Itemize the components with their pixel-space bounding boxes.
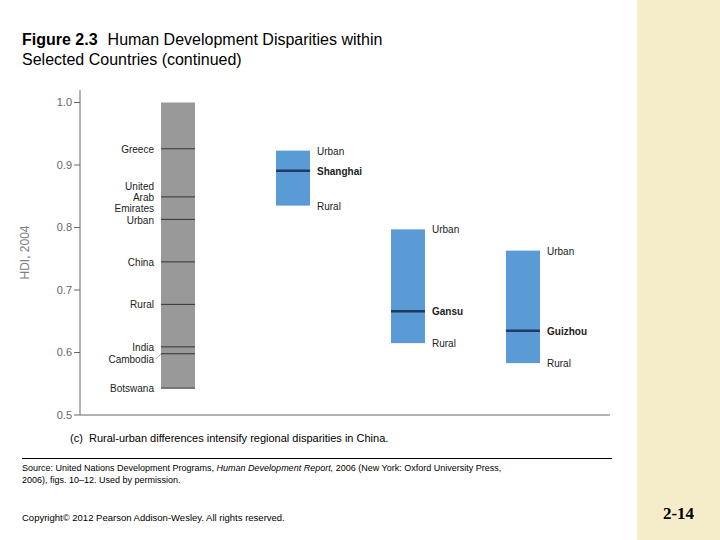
svg-text:Gansu: Gansu: [432, 306, 463, 317]
html-text:Source: United Nations Develop: Source: United Nations Development Progr…: [22, 463, 502, 473]
svg-text:0.8: 0.8: [57, 221, 72, 233]
svg-text:Rural: Rural: [317, 200, 341, 211]
svg-text:0.9: 0.9: [57, 159, 72, 171]
svg-text:Urban: Urban: [317, 145, 344, 156]
svg-text:0.7: 0.7: [57, 284, 72, 296]
svg-text:0.5: 0.5: [57, 409, 72, 421]
svg-text:Urban: Urban: [547, 245, 574, 256]
svg-text:India: India: [132, 341, 154, 352]
svg-text:Rural: Rural: [432, 338, 456, 349]
svg-text:China: China: [128, 256, 155, 267]
html-text:(c) Rural-urban differences in: (c) Rural-urban differences intensify re…: [70, 432, 389, 444]
html-text:2-14: 2-14: [662, 504, 695, 523]
svg-text:Shanghai: Shanghai: [317, 165, 362, 176]
svg-text:Urban: Urban: [127, 214, 154, 225]
svg-text:HDI, 2004: HDI, 2004: [18, 225, 32, 279]
html-text:2006), figs. 10–12. Used by pe: 2006), figs. 10–12. Used by permission.: [22, 475, 181, 485]
svg-text:Guizhou: Guizhou: [547, 325, 587, 336]
html-text:Human Development Disparities: Human Development Disparities within Sel…: [22, 31, 383, 68]
svg-text:Rural: Rural: [130, 299, 154, 310]
html-text:Copyright© 2012 Pearson Addiso: Copyright© 2012 Pearson Addison-Wesley. …: [22, 512, 285, 523]
svg-text:UnitedArabEmirates: UnitedArabEmirates: [115, 180, 155, 213]
svg-text:Botswana: Botswana: [110, 383, 154, 394]
svg-text:Greece: Greece: [121, 143, 154, 154]
svg-text:Urban: Urban: [432, 224, 459, 235]
svg-text:1.0: 1.0: [57, 96, 72, 108]
svg-text:0.6: 0.6: [57, 346, 72, 358]
svg-text:Cambodia: Cambodia: [108, 353, 154, 364]
html-text:Figure 2.3: Figure 2.3: [22, 31, 98, 48]
svg-text:Rural: Rural: [547, 358, 571, 369]
